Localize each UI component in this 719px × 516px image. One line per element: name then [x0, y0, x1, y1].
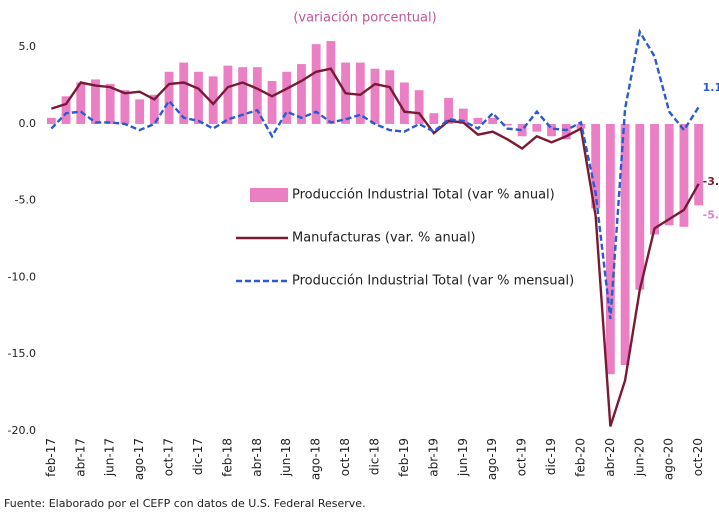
- x-tick-label: dic-18: [368, 438, 382, 475]
- bar: [282, 71, 292, 124]
- x-tick-label: oct-17: [162, 438, 176, 476]
- bar: [46, 117, 56, 124]
- x-tick-label: abr-19: [426, 438, 440, 477]
- bar: [458, 108, 468, 124]
- bar: [385, 70, 395, 124]
- bar: [635, 123, 645, 290]
- data-label: 1.1: [703, 81, 719, 94]
- data-label: -5.3: [703, 208, 719, 221]
- bar: [414, 90, 424, 124]
- bar: [311, 44, 321, 124]
- bar: [297, 64, 306, 124]
- legend-label: Producción Industrial Total (var % mensu…: [292, 274, 574, 289]
- bar: [517, 123, 527, 137]
- bar: [238, 67, 248, 124]
- bar: [135, 99, 145, 124]
- x-tick-label: jun-17: [103, 438, 117, 477]
- x-tick-label: ago-18: [309, 438, 323, 480]
- y-tick-label: 5.0: [19, 40, 37, 53]
- bar: [208, 76, 218, 124]
- y-tick-label: -15.0: [8, 347, 36, 360]
- y-tick-label: -5.0: [15, 194, 36, 207]
- bar: [179, 62, 189, 124]
- x-tick-label: ago-20: [662, 438, 676, 480]
- x-tick-label: ago-17: [132, 438, 146, 480]
- bar: [223, 65, 233, 124]
- bar: [444, 97, 453, 124]
- legend-label: Producción Industrial Total (var % anual…: [292, 188, 555, 203]
- bar: [149, 94, 159, 124]
- bar: [576, 123, 586, 129]
- x-tick-label: feb-20: [573, 438, 587, 477]
- x-tick-label: oct-20: [691, 438, 705, 476]
- bar: [694, 123, 704, 206]
- bar: [532, 123, 542, 132]
- bar: [252, 67, 262, 124]
- x-tick-label: jun-18: [279, 438, 293, 477]
- x-tick-label: abr-18: [250, 438, 264, 477]
- bar: [76, 82, 86, 124]
- bar: [605, 123, 615, 375]
- x-tick-label: ago-19: [485, 438, 499, 480]
- x-tick-label: feb-19: [397, 438, 411, 477]
- y-tick-label: -10.0: [8, 270, 36, 283]
- bar: [547, 123, 556, 137]
- bar: [591, 123, 601, 209]
- bar: [561, 123, 571, 140]
- dashed-line: [50, 28, 700, 320]
- x-tick-label: feb-18: [220, 438, 234, 477]
- bar: [620, 123, 630, 365]
- x-tick-label: oct-19: [515, 438, 529, 476]
- x-tick-label: jun-19: [456, 438, 470, 477]
- x-tick-label: jun-20: [632, 438, 646, 477]
- x-tick-label: dic-17: [191, 438, 205, 475]
- legend-swatch: [250, 188, 288, 202]
- bar: [650, 123, 659, 235]
- bar: [91, 79, 100, 124]
- x-tick-label: oct-18: [338, 438, 352, 476]
- line: [50, 67, 700, 427]
- source-note: Fuente: Elaborado por el CEFP con datos …: [4, 497, 366, 510]
- bar: [61, 96, 71, 124]
- bar: [473, 117, 483, 124]
- bar: [370, 68, 380, 124]
- bar: [267, 80, 277, 124]
- bar: [400, 82, 409, 124]
- y-tick-label: 0.0: [19, 117, 37, 130]
- x-tick-label: feb-17: [44, 438, 58, 477]
- bar: [502, 123, 512, 126]
- legend-label: Manufacturas (var. % anual): [292, 231, 476, 246]
- bar: [120, 90, 130, 124]
- bar: [326, 41, 336, 124]
- bar: [164, 71, 174, 124]
- data-label: -3.9: [703, 175, 719, 188]
- bar: [679, 123, 689, 227]
- x-tick-label: abr-20: [603, 438, 617, 477]
- bar: [488, 117, 498, 124]
- bar: [664, 123, 674, 226]
- bar: [355, 62, 365, 124]
- chart-title: (variación porcentual): [293, 11, 436, 26]
- x-tick-label: dic-19: [544, 438, 558, 475]
- y-tick-label: -20.0: [8, 424, 36, 437]
- bar: [105, 84, 115, 124]
- x-tick-label: abr-17: [73, 438, 87, 477]
- bar: [429, 113, 439, 124]
- bar: [194, 71, 203, 124]
